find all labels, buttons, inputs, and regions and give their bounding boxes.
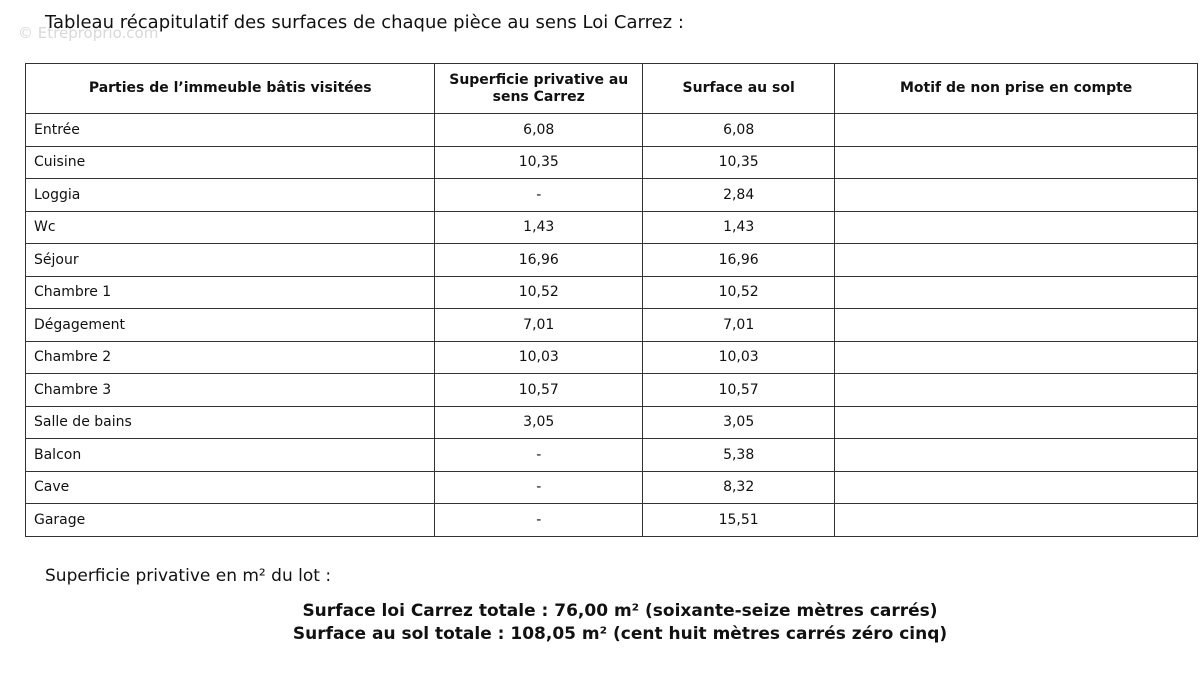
cell-label: Entrée [24, 113, 436, 147]
table-row: Wc 1,43 1,43 [24, 210, 1198, 244]
table-row: Séjour 16,96 16,96 [24, 243, 1198, 277]
column-header: Surface au sol [642, 63, 836, 114]
cell-value: 10,57 [642, 373, 836, 407]
cell-value: - [434, 470, 644, 504]
cell-label: Chambre 1 [24, 275, 436, 309]
table-row: Loggia -2,84 [24, 178, 1198, 212]
cell-value: 10,35 [642, 145, 836, 179]
cell-value: 1,43 [642, 210, 836, 244]
cell-value: - [434, 503, 644, 537]
header-row: Parties de l’immeuble bâtis visitées Supe… [24, 63, 1198, 114]
cell-value: 10,03 [642, 340, 836, 374]
cell-empty [834, 210, 1198, 244]
cell-empty [834, 113, 1198, 147]
cell-empty [834, 373, 1198, 407]
table-row: Balcon -5,38 [24, 438, 1198, 472]
table-row: Entrée 6,08 6,08 [24, 113, 1198, 147]
cell-value: 6,08 [642, 113, 836, 147]
cell-label: Dégagement [24, 308, 436, 342]
cell-label: Salle de bains [24, 405, 436, 439]
cell-value: 16,96 [434, 243, 644, 277]
cell-value: 10,57 [434, 373, 644, 407]
table-row: Salle de bains 3,05 3,05 [24, 405, 1198, 439]
cell-empty [834, 503, 1198, 537]
table-row: Chambre 2 10,03 10,03 [24, 340, 1198, 374]
cell-label: Loggia [24, 178, 436, 212]
cell-value: - [434, 178, 644, 212]
cell-value: 7,01 [434, 308, 644, 342]
table-row: Dégagement 7,01 7,01 [24, 308, 1198, 342]
cell-value: 3,05 [434, 405, 644, 439]
cell-label: Chambre 3 [24, 373, 436, 407]
cell-value: 16,96 [642, 243, 836, 277]
title: Tableau récapitulatif des surfaces de ch… [45, 12, 684, 33]
cell-value: 8,32 [642, 470, 836, 504]
cell-label: Balcon [24, 438, 436, 472]
surface-table: Parties de l’immeuble bâtis visitées Supe… [24, 63, 1198, 537]
table-row: Cuisine 10,35 10,35 [24, 145, 1198, 179]
cell-empty [834, 145, 1198, 179]
column-header: Parties de l’immeuble bâtis visitées [24, 63, 436, 114]
cell-value: 6,08 [434, 113, 644, 147]
table-row: Chambre 3 10,57 10,57 [24, 373, 1198, 407]
cell-value: 1,43 [434, 210, 644, 244]
cell-label: Cuisine [24, 145, 436, 179]
cell-label: Cave [24, 470, 436, 504]
cell-value: 10,52 [434, 275, 644, 309]
cell-value: 2,84 [642, 178, 836, 212]
cell-empty [834, 243, 1198, 277]
cell-value: 10,52 [642, 275, 836, 309]
column-header: Superficie privative au sens Carrez [434, 63, 644, 114]
cell-value: 15,51 [642, 503, 836, 537]
cell-empty [834, 308, 1198, 342]
cell-empty [834, 275, 1198, 309]
cell-value: 3,05 [642, 405, 836, 439]
cell-empty [834, 470, 1198, 504]
cell-value: 10,03 [434, 340, 644, 374]
column-header: Motif de non prise en compte [834, 63, 1198, 114]
cell-empty [834, 405, 1198, 439]
cell-label: Wc [24, 210, 436, 244]
cell-value: 5,38 [642, 438, 836, 472]
cell-value: 7,01 [642, 308, 836, 342]
watermark: © Etreproprio.com [18, 24, 159, 42]
total-carrez: Surface loi Carrez totale : 76,00 m² (so… [302, 601, 938, 621]
cell-value: - [434, 438, 644, 472]
table-row: Garage -15,51 [24, 503, 1198, 537]
cell-empty [834, 438, 1198, 472]
cell-value: 10,35 [434, 145, 644, 179]
table-row: Chambre 1 10,52 10,52 [24, 275, 1198, 309]
cell-empty [834, 340, 1198, 374]
total-sol: Surface au sol totale : 108,05 m² (cent … [292, 624, 948, 644]
cell-empty [834, 178, 1198, 212]
cell-label: Chambre 2 [24, 340, 436, 374]
cell-label: Garage [24, 503, 436, 537]
cell-label: Séjour [24, 243, 436, 277]
summary-label: Superficie privative en m² du lot : [45, 566, 332, 586]
table-row: Cave -8,32 [24, 470, 1198, 504]
